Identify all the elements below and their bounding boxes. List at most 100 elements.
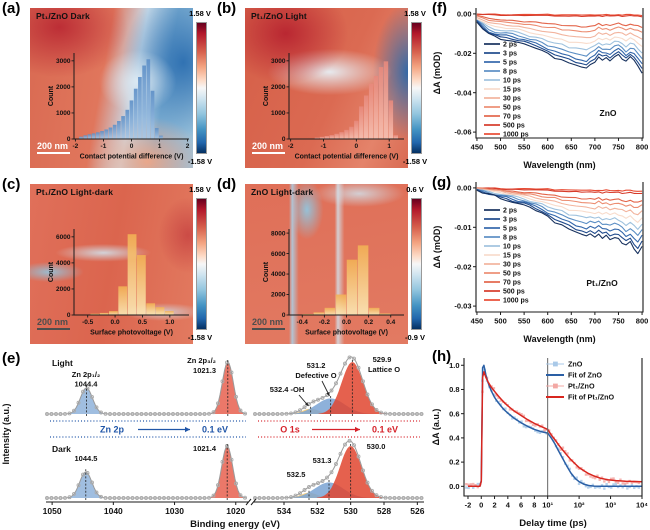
shift-species-label: Zn 2p	[100, 425, 125, 435]
y-axis-title: ΔA (mOD)	[432, 52, 442, 95]
xps-annotation: Zn 2p₁/₂	[72, 370, 101, 379]
scatter-point-ZnO	[580, 479, 583, 483]
x-tick-label: -2	[288, 143, 294, 150]
scatter-point-Pt₁/ZnO	[541, 424, 544, 427]
xps-envelope-marker	[280, 495, 284, 500]
legend-marker	[553, 361, 558, 367]
xps-envelope-marker	[99, 410, 103, 415]
y-axis-title: Intensity (a.u.)	[1, 403, 11, 464]
hist-bar	[136, 255, 146, 315]
xps-envelope-marker	[311, 482, 316, 487]
xps-envelope-marker	[189, 496, 193, 500]
xps-envelope-marker	[189, 412, 193, 416]
hist-y-axis-title: Count	[48, 85, 55, 106]
scatter-point-Pt₁/ZnO	[619, 478, 622, 481]
xps-envelope-marker	[148, 412, 153, 416]
y-tick-label: 4000	[271, 271, 286, 278]
scatter-point-ZnO	[612, 483, 615, 486]
x-tick-label: -0.2	[319, 319, 331, 326]
panel-c-spv-image: Pt₁/ZnO Light-dark -0.5 0.0 0.5 1.0 0 2000 400…	[30, 184, 193, 344]
scatter-point-Pt₁/ZnO	[593, 476, 597, 480]
y-tick-label: -0.04	[454, 88, 472, 97]
series-500-ps	[476, 13, 643, 18]
scatter-point-ZnO	[630, 484, 634, 487]
xps-envelope-marker	[225, 360, 229, 365]
hist-bar	[393, 135, 398, 139]
x-tick-label: -1	[101, 143, 107, 150]
panel-f: (f) 450 500 550 600 650 700 750 800 0.00 -0.02 -0.…	[430, 0, 650, 172]
y-tick-label: -0.03	[454, 302, 471, 311]
scatter-point-Pt₁/ZnO	[508, 408, 512, 411]
xps-envelope-marker	[234, 394, 238, 399]
scatter-point-ZnO	[504, 407, 507, 410]
x-tick-label: 0.0	[342, 319, 351, 326]
xps-envelope-marker	[243, 411, 247, 416]
xps-envelope-marker	[343, 442, 347, 447]
xps-envelope-marker	[72, 408, 76, 413]
y-tick-label: 4000	[56, 260, 71, 267]
x-tick-label: 500	[494, 317, 507, 326]
hist-bar	[155, 307, 165, 315]
legend-label: 10 ps	[503, 78, 521, 85]
y-axis-title: ΔA (mOD)	[432, 226, 442, 269]
hist-bar	[146, 59, 151, 139]
scatter-point-ZnO	[575, 476, 578, 479]
xps-envelope-marker	[289, 495, 293, 500]
xps-envelope-marker	[415, 412, 419, 416]
panel-g-transient-absorption-chart: 450 500 550 600 650 700 750 800 0.00 -0.01 -0.02 -0…	[432, 182, 649, 344]
series-5-ps	[476, 188, 643, 243]
xps-envelope-marker	[275, 412, 280, 416]
scatter-point-Pt₁/ZnO	[522, 414, 526, 418]
xps-envelope-marker	[302, 488, 307, 492]
scatter-point-ZnO	[584, 484, 588, 488]
xps-envelope-marker	[271, 496, 275, 500]
legend-label: 8 ps	[503, 69, 517, 76]
xps-annotation: 1021.3	[193, 366, 216, 375]
xps-envelope-marker	[184, 412, 189, 416]
scatter-point-ZnO	[605, 482, 608, 486]
scatter-point-ZnO	[524, 425, 528, 429]
hist-bar	[335, 294, 347, 315]
panel-g: (g) 450 500 550 600 650 700 750 800 0.00 -0.01 -0.…	[430, 174, 650, 346]
scatter-point-Pt₁/ZnO	[520, 413, 523, 416]
hist-bar	[324, 307, 336, 315]
panel-g-label: (g)	[432, 174, 452, 191]
series-15-ps	[476, 189, 643, 223]
xps-envelope-marker	[234, 481, 238, 486]
x-tick-label: 1030	[165, 506, 184, 516]
hist-bar	[357, 245, 369, 315]
scatter-point-Pt₁/ZnO	[534, 424, 537, 427]
xps-envelope-marker	[352, 443, 356, 448]
scatter-point-Pt₁/ZnO	[543, 428, 546, 432]
legend-label: 500 ps	[503, 289, 525, 296]
y-tick-label: -0.06	[454, 128, 471, 137]
xps-envelope-marker	[76, 483, 81, 488]
scatter-point-Pt₁/ZnO	[626, 481, 629, 485]
x-tick-label: 1050	[43, 506, 62, 516]
axes	[475, 182, 644, 313]
scatter-point-ZnO	[598, 486, 601, 489]
panel-b-title: Pt₁/ZnO Light	[251, 11, 307, 21]
xps-envelope-marker	[126, 496, 130, 500]
xps-envelope-marker	[361, 379, 365, 384]
x-tick-label: 800	[636, 317, 649, 326]
scatter-point-Pt₁/ZnO	[612, 477, 615, 480]
xps-envelope-marker	[49, 412, 54, 416]
legend-label: 1000 ps	[503, 298, 529, 305]
series-500-ps	[476, 187, 643, 195]
scatter-point-ZnO	[513, 416, 516, 419]
scatter-point-ZnO	[623, 483, 627, 487]
xps-envelope-marker	[383, 411, 388, 416]
xps-envelope-marker	[94, 405, 99, 410]
panel-b-histogram-inset: -2 -1 0 1 0 1000 2000 3000 Contact potential dif…	[263, 53, 404, 161]
xps-envelope-marker	[198, 496, 202, 500]
scatter-point-Pt₁/ZnO	[623, 482, 627, 485]
xps-envelope-marker	[262, 496, 266, 500]
xps-envelope-marker	[166, 496, 171, 500]
hist-axes	[288, 229, 404, 316]
xps-envelope-marker	[329, 470, 334, 475]
x-tick-label: 0	[479, 501, 483, 510]
xps-envelope-marker	[135, 412, 139, 416]
xps-envelope-marker	[347, 438, 352, 443]
xps-envelope-marker	[171, 412, 175, 416]
